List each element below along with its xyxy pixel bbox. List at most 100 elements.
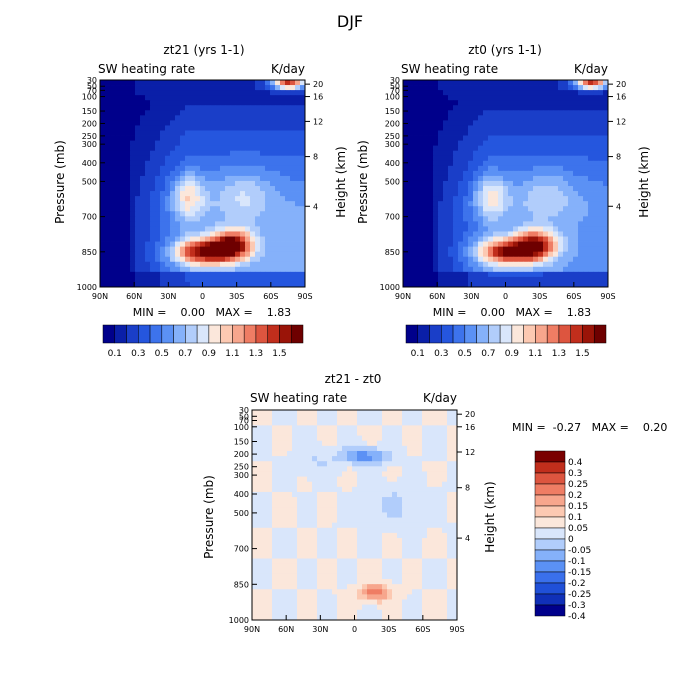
heatmap-cell: [332, 563, 338, 570]
heatmap-cell: [433, 271, 439, 278]
heatmap-cell: [260, 191, 266, 197]
heatmap-cell: [447, 527, 453, 534]
heatmap-cell: [352, 425, 358, 431]
heatmap-cell: [337, 491, 343, 498]
heatmap-cell: [598, 261, 604, 268]
heatmap-cell: [337, 430, 343, 437]
heatmap-cell: [588, 140, 594, 147]
heatmap-cell: [432, 573, 438, 580]
heatmap-cell: [200, 150, 206, 157]
heatmap-cell: [503, 120, 509, 126]
heatmap-cell: [428, 231, 434, 237]
heatmap-cell: [367, 543, 373, 549]
heatmap-cell: [593, 135, 599, 141]
heatmap-cell: [397, 579, 403, 585]
heatmap-cell: [140, 95, 146, 101]
heatmap-cell: [295, 165, 301, 172]
heatmap-cell: [200, 145, 206, 152]
heatmap-cell: [165, 85, 171, 91]
heatmap-cell: [382, 466, 388, 472]
heatmap-cell: [292, 445, 298, 452]
heatmap-cell: [553, 115, 559, 121]
heatmap-cell: [447, 522, 453, 529]
heatmap-cell: [513, 261, 519, 268]
heatmap-cell: [523, 266, 529, 273]
heatmap-cell: [417, 430, 423, 437]
heatmap-cell: [397, 415, 403, 421]
colorbar-swatch: [243, 324, 257, 344]
heatmap-cell: [150, 281, 156, 288]
heatmap-cell: [110, 231, 116, 237]
heatmap-cell: [165, 281, 171, 288]
heatmap-cell: [503, 241, 509, 248]
heatmap-cell: [332, 584, 338, 590]
heatmap-cell: [418, 191, 424, 197]
heatmap-cell: [543, 150, 549, 157]
heatmap-cell: [185, 130, 191, 136]
heatmap-cell: [265, 186, 271, 192]
heatmap-cell: [397, 476, 403, 483]
heatmap-cell: [498, 105, 504, 111]
heatmap-cell: [513, 221, 519, 227]
heatmap-cell: [413, 130, 419, 136]
heatmap-cell: [300, 115, 306, 121]
heatmap-cell: [412, 430, 418, 437]
heatmap-cell: [322, 410, 328, 416]
heatmap-cell: [573, 85, 579, 91]
heatmap-cell: [165, 246, 171, 253]
heatmap-cell: [170, 85, 176, 91]
heatmap-cell: [498, 140, 504, 147]
heatmap-cell: [277, 486, 283, 493]
heatmap-cell: [543, 186, 549, 192]
heatmap-cell: [478, 110, 484, 116]
heatmap-cell: [302, 589, 308, 595]
heatmap-cell: [275, 100, 281, 106]
heatmap-cell: [210, 105, 216, 111]
heatmap-cell: [493, 276, 499, 283]
heatmap-cell: [367, 461, 373, 467]
heatmap-cell: [372, 502, 378, 508]
heatmap-cell: [115, 170, 121, 177]
heatmap-cell: [447, 420, 453, 426]
heatmap-cell: [200, 90, 206, 96]
heatmap-cell: [125, 276, 131, 283]
heatmap-cell: [262, 456, 268, 462]
heatmap-cell: [267, 568, 273, 575]
heatmap-cell: [220, 191, 226, 197]
heatmap-cell: [563, 241, 569, 248]
heatmap-cell: [105, 256, 111, 263]
heatmap-cell: [282, 553, 288, 559]
heatmap-cell: [573, 80, 579, 86]
heatmap-cell: [342, 445, 348, 452]
heatmap-cell: [423, 256, 429, 263]
heatmap-cell: [160, 95, 166, 101]
heatmap-cell: [275, 196, 281, 202]
heatmap-cell: [120, 261, 126, 268]
heatmap-cell: [195, 201, 201, 207]
heatmap-cell: [290, 90, 296, 96]
heatmap-cell: [428, 206, 434, 212]
y-tick-label: 100: [82, 93, 97, 102]
right-label: K/day: [574, 62, 608, 76]
heatmap-cell: [205, 90, 211, 96]
heatmap-cell: [160, 191, 166, 197]
heatmap-cell: [235, 186, 241, 192]
heatmap-cell: [277, 425, 283, 431]
heatmap-cell: [408, 100, 414, 106]
heatmap-cell: [422, 456, 428, 462]
heatmap-cell: [548, 115, 554, 121]
heatmap-cell: [392, 522, 398, 529]
heatmap-cell: [150, 90, 156, 96]
heatmap-cell: [518, 281, 524, 288]
heatmap-cell: [342, 512, 348, 518]
heatmap-cell: [603, 120, 609, 126]
heatmap-cell: [422, 476, 428, 483]
heatmap-cell: [140, 201, 146, 207]
heatmap-cell: [548, 196, 554, 202]
heatmap-cell: [180, 95, 186, 101]
heatmap-cell: [488, 196, 494, 202]
heatmap-cell: [287, 502, 293, 508]
heatmap-cell: [257, 420, 263, 426]
heatmap-cell: [322, 425, 328, 431]
heatmap-cell: [130, 251, 136, 258]
